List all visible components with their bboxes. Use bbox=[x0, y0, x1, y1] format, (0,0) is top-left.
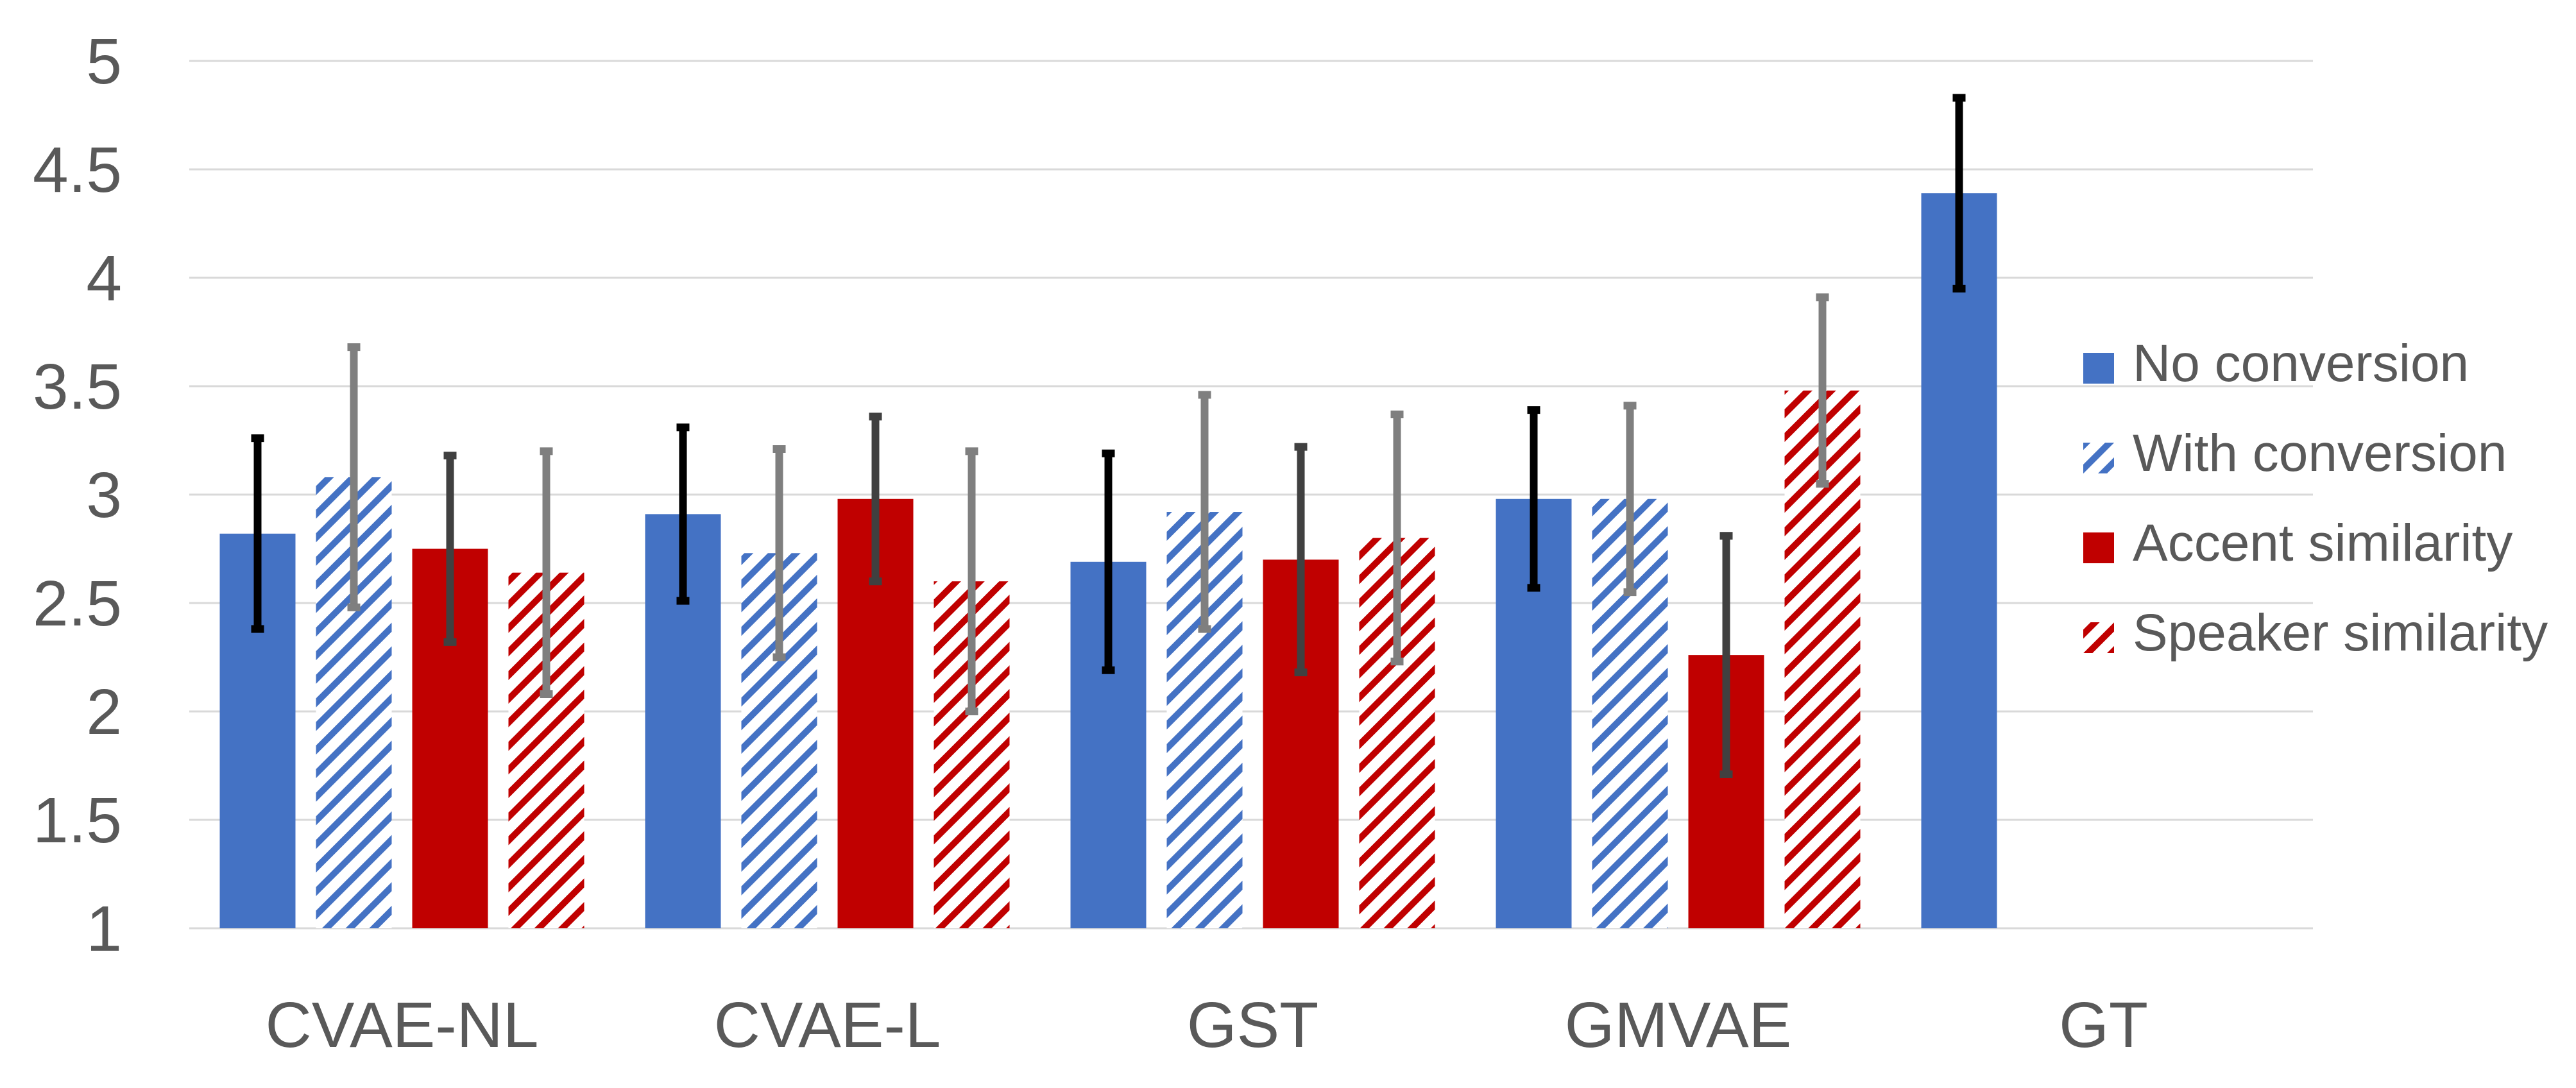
error-bar-accent-similarity-gmvae bbox=[1719, 532, 1733, 779]
y-tick-label: 3 bbox=[86, 459, 122, 531]
y-tick-label: 3.5 bbox=[33, 351, 122, 423]
legend-label: Accent similarity bbox=[2133, 514, 2512, 572]
y-tick-label: 4.5 bbox=[33, 134, 122, 206]
error-bar-speaker-similarity-gmvae bbox=[1816, 293, 1829, 488]
legend-item: With conversion bbox=[2083, 424, 2507, 482]
legend: No conversion With conversion Accent simil… bbox=[2083, 334, 2548, 662]
bar-no-conversion-gt bbox=[1921, 193, 1997, 929]
y-tick-label: 2.5 bbox=[33, 568, 122, 640]
error-bar-accent-similarity-gst bbox=[1294, 443, 1308, 677]
legend-label: Speaker similarity bbox=[2133, 604, 2548, 662]
x-category-label: GT bbox=[2059, 989, 2148, 1061]
y-tick-label: 1.5 bbox=[33, 785, 122, 856]
y-tick-label: 2 bbox=[86, 676, 122, 748]
x-axis: CVAE-NL CVAE-L GST GMVAE GT bbox=[265, 989, 2147, 1061]
legend-swatch bbox=[2083, 622, 2114, 653]
legend-item: Accent similarity bbox=[2083, 514, 2512, 572]
y-tick-label: 1 bbox=[86, 893, 122, 965]
error-bars bbox=[251, 94, 1966, 779]
y-tick-label: 4 bbox=[86, 242, 122, 314]
legend-swatch bbox=[2083, 443, 2114, 473]
legend-item: Speaker similarity bbox=[2083, 604, 2548, 662]
legend-item: No conversion bbox=[2083, 334, 2469, 393]
bars bbox=[219, 193, 1997, 929]
legend-label: No conversion bbox=[2133, 334, 2469, 393]
error-bar-accent-similarity-cvae-nl bbox=[443, 452, 457, 646]
error-bar-no-conversion-cvae-l bbox=[676, 423, 690, 605]
error-bar-speaker-similarity-gst bbox=[1390, 410, 1404, 666]
y-axis: 1 1.5 2 2.5 3 3.5 4 4.5 5 bbox=[33, 26, 122, 965]
legend-swatch bbox=[2083, 353, 2114, 384]
error-bar-no-conversion-gmvae bbox=[1527, 406, 1540, 592]
legend-swatch bbox=[2083, 532, 2114, 563]
x-category-label: CVAE-L bbox=[714, 989, 941, 1061]
x-category-label: CVAE-NL bbox=[265, 989, 538, 1061]
error-bar-with-conversion-gst bbox=[1198, 391, 1211, 633]
error-bar-speaker-similarity-cvae-nl bbox=[540, 447, 553, 698]
error-bar-no-conversion-gst bbox=[1102, 449, 1115, 674]
error-bar-speaker-similarity-cvae-l bbox=[965, 447, 978, 715]
error-bar-no-conversion-gt bbox=[1952, 94, 1966, 293]
legend-label: With conversion bbox=[2133, 424, 2507, 482]
error-bar-with-conversion-cvae-nl bbox=[347, 343, 361, 611]
error-bar-with-conversion-cvae-l bbox=[772, 445, 786, 661]
x-category-label: GMVAE bbox=[1565, 989, 1792, 1061]
error-bar-no-conversion-cvae-nl bbox=[251, 434, 264, 633]
x-category-label: GST bbox=[1187, 989, 1319, 1061]
error-bar-with-conversion-gmvae bbox=[1623, 402, 1637, 597]
y-tick-label: 5 bbox=[86, 26, 122, 98]
error-bar-accent-similarity-cvae-l bbox=[869, 412, 882, 586]
